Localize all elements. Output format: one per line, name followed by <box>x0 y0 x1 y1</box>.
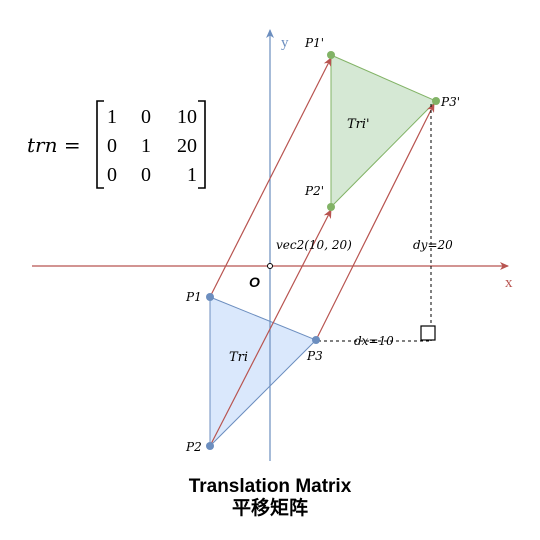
caption: Translation Matrix 平移矩阵 <box>0 476 540 520</box>
matrix-cell: 1 <box>107 106 117 128</box>
translated-triangle-label: Tri' <box>347 117 370 132</box>
label-p2-prime: P2' <box>304 184 324 198</box>
translation-arrow-p1 <box>209 57 332 298</box>
matrix-cell: 0 <box>141 164 151 186</box>
label-p3-prime: P3' <box>440 95 460 109</box>
matrix-cell: 1 <box>141 135 151 157</box>
matrix-right-bracket <box>198 100 206 189</box>
matrix-left-bracket <box>96 100 104 189</box>
point-p3 <box>312 336 320 344</box>
label-p1-prime: P1' <box>304 36 324 50</box>
vector-label: vec2(10, 20) <box>276 238 352 252</box>
dy-label: dy=20 <box>413 238 453 252</box>
point-p3-prime <box>432 97 440 105</box>
dx-label: dx=10 <box>354 334 394 348</box>
original-triangle <box>209 296 317 448</box>
matrix-cell: 0 <box>107 164 117 186</box>
label-p1: P1 <box>185 290 202 304</box>
point-p1-prime <box>327 51 335 59</box>
translated-triangle <box>330 54 437 209</box>
point-p2 <box>206 442 214 450</box>
translation-arrow-p2 <box>209 209 332 447</box>
matrix-cell: 0 <box>141 106 151 128</box>
origin-label: O <box>249 274 260 290</box>
right-angle-marker <box>420 325 436 341</box>
y-axis-label: y <box>281 35 289 51</box>
translation-matrix: trn = 1 0 10 0 1 20 0 0 1 <box>27 100 206 189</box>
matrix-cell: 10 <box>177 106 197 128</box>
caption-title: Translation Matrix <box>188 476 352 497</box>
point-p2-prime <box>327 203 335 211</box>
matrix-cell: 20 <box>177 135 197 157</box>
caption-subtitle: 平移矩阵 <box>231 498 308 519</box>
point-p1 <box>206 293 214 301</box>
label-p3: P3 <box>306 349 323 363</box>
origin-point <box>267 263 273 269</box>
label-p2: P2 <box>185 440 202 454</box>
matrix-cell: 1 <box>187 164 197 186</box>
translation-arrow-p3 <box>315 103 435 341</box>
matrix-cell: 0 <box>107 135 117 157</box>
x-axis-label: x <box>505 275 513 291</box>
original-triangle-label: Tri <box>229 350 248 365</box>
matrix-lhs: trn = <box>27 133 81 157</box>
